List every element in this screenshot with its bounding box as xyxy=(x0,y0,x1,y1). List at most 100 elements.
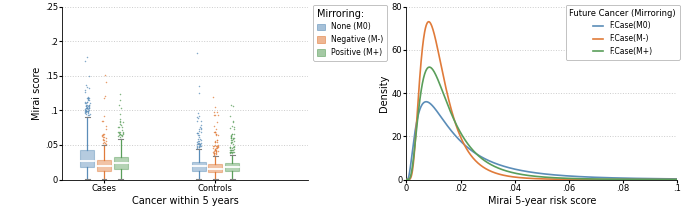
Point xyxy=(114,130,125,134)
Point xyxy=(225,136,236,140)
Point xyxy=(211,153,222,156)
Point xyxy=(212,113,223,116)
Point xyxy=(226,148,237,151)
Point xyxy=(99,135,110,139)
Point xyxy=(228,139,239,143)
Point xyxy=(211,145,223,148)
Point xyxy=(79,88,91,92)
Point xyxy=(116,107,127,110)
Point xyxy=(114,133,125,137)
Point xyxy=(211,150,222,154)
Point xyxy=(193,145,204,149)
Point xyxy=(211,149,222,153)
Point xyxy=(80,90,91,94)
Point xyxy=(83,96,94,100)
Point xyxy=(96,134,107,138)
Point xyxy=(196,128,207,131)
Point xyxy=(82,106,93,110)
Point xyxy=(211,147,222,150)
Point xyxy=(212,133,223,136)
Point xyxy=(209,150,220,153)
Point xyxy=(226,148,237,152)
Point xyxy=(117,132,129,135)
Point xyxy=(82,106,93,110)
Y-axis label: Density: Density xyxy=(379,74,389,112)
Point xyxy=(80,104,91,108)
Point xyxy=(82,109,93,112)
Point xyxy=(225,145,236,149)
Point xyxy=(227,150,238,154)
Point xyxy=(82,98,93,102)
Point xyxy=(210,148,221,152)
Point xyxy=(82,96,93,99)
Bar xyxy=(80,150,94,167)
Point xyxy=(100,94,111,98)
Point xyxy=(225,133,236,137)
Point xyxy=(79,107,91,111)
Point xyxy=(100,142,111,145)
Point xyxy=(225,145,236,148)
Point xyxy=(229,144,240,147)
Point xyxy=(209,153,220,156)
Point xyxy=(82,109,93,113)
Point xyxy=(227,133,238,136)
Point xyxy=(191,132,202,135)
Point xyxy=(117,131,129,134)
Point xyxy=(227,140,238,144)
Point xyxy=(225,114,236,118)
Point xyxy=(225,134,236,137)
Point xyxy=(96,120,107,123)
Point xyxy=(225,141,236,145)
Point xyxy=(113,135,124,138)
Point xyxy=(196,141,207,145)
Point xyxy=(209,149,220,152)
Point xyxy=(209,143,220,146)
Point xyxy=(115,132,126,135)
Point xyxy=(227,136,238,140)
Point xyxy=(226,138,237,142)
Point xyxy=(114,135,125,138)
Point xyxy=(115,124,126,127)
Point xyxy=(191,142,202,146)
Point xyxy=(194,138,205,141)
Point xyxy=(98,139,109,142)
Point xyxy=(195,144,206,148)
Point xyxy=(211,111,223,114)
X-axis label: Cancer within 5 years: Cancer within 5 years xyxy=(132,196,238,205)
Point xyxy=(82,100,93,104)
Point xyxy=(191,131,202,135)
Point xyxy=(81,101,92,105)
Point xyxy=(114,98,125,101)
Point xyxy=(117,133,128,137)
Point xyxy=(209,151,220,155)
Point xyxy=(209,130,220,134)
Point xyxy=(209,113,220,117)
Point xyxy=(114,118,125,121)
Point xyxy=(192,140,203,143)
Point xyxy=(210,152,221,155)
Point xyxy=(114,122,125,126)
Point xyxy=(79,109,91,113)
Point xyxy=(82,98,93,101)
Point xyxy=(193,129,204,133)
Point xyxy=(212,145,223,148)
Point xyxy=(80,111,91,114)
Y-axis label: Mirai score: Mirai score xyxy=(32,66,42,120)
Point xyxy=(80,110,91,113)
Point xyxy=(84,98,95,102)
Point xyxy=(113,125,124,128)
Point xyxy=(208,95,219,99)
Point xyxy=(196,126,207,130)
Point xyxy=(227,137,238,140)
Point xyxy=(82,97,93,100)
Point xyxy=(194,85,205,88)
Point xyxy=(81,106,92,110)
Point xyxy=(210,132,221,136)
Point xyxy=(225,150,236,154)
Point xyxy=(194,125,205,129)
Point xyxy=(210,144,221,147)
Point xyxy=(211,132,222,136)
Point xyxy=(79,101,91,104)
Point xyxy=(211,133,222,136)
Point xyxy=(193,141,204,145)
